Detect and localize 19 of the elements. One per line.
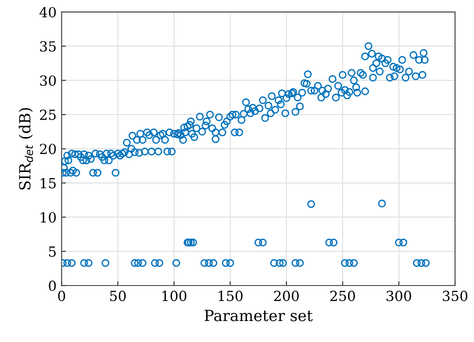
y-axis-title: SIR$_{det}$ (dB)	[18, 108, 34, 190]
x-axis-title: Parameter set	[204, 310, 313, 322]
y-tick-label: 10	[40, 212, 56, 223]
x-tick-label: 0	[58, 290, 66, 302]
x-tick-label: 350	[442, 290, 468, 302]
y-tick-label: 0	[48, 280, 56, 292]
x-tick-label: 200	[274, 290, 299, 302]
x-tick-label: 50	[110, 290, 126, 302]
y-tick-label: 30	[40, 75, 56, 86]
y-tick-label: 35	[40, 41, 56, 52]
x-tick-label: 250	[330, 290, 355, 302]
y-tick-label: 25	[40, 110, 56, 120]
y-tick-label: 5	[49, 246, 56, 257]
x-tick-label: 150	[218, 290, 243, 302]
y-tick-label: 40	[40, 6, 56, 18]
x-tick-label: 100	[162, 290, 186, 302]
y-tick-label: 20	[40, 144, 56, 154]
x-tick-label: 300	[386, 290, 412, 302]
y-tick-label: 15	[40, 178, 56, 188]
